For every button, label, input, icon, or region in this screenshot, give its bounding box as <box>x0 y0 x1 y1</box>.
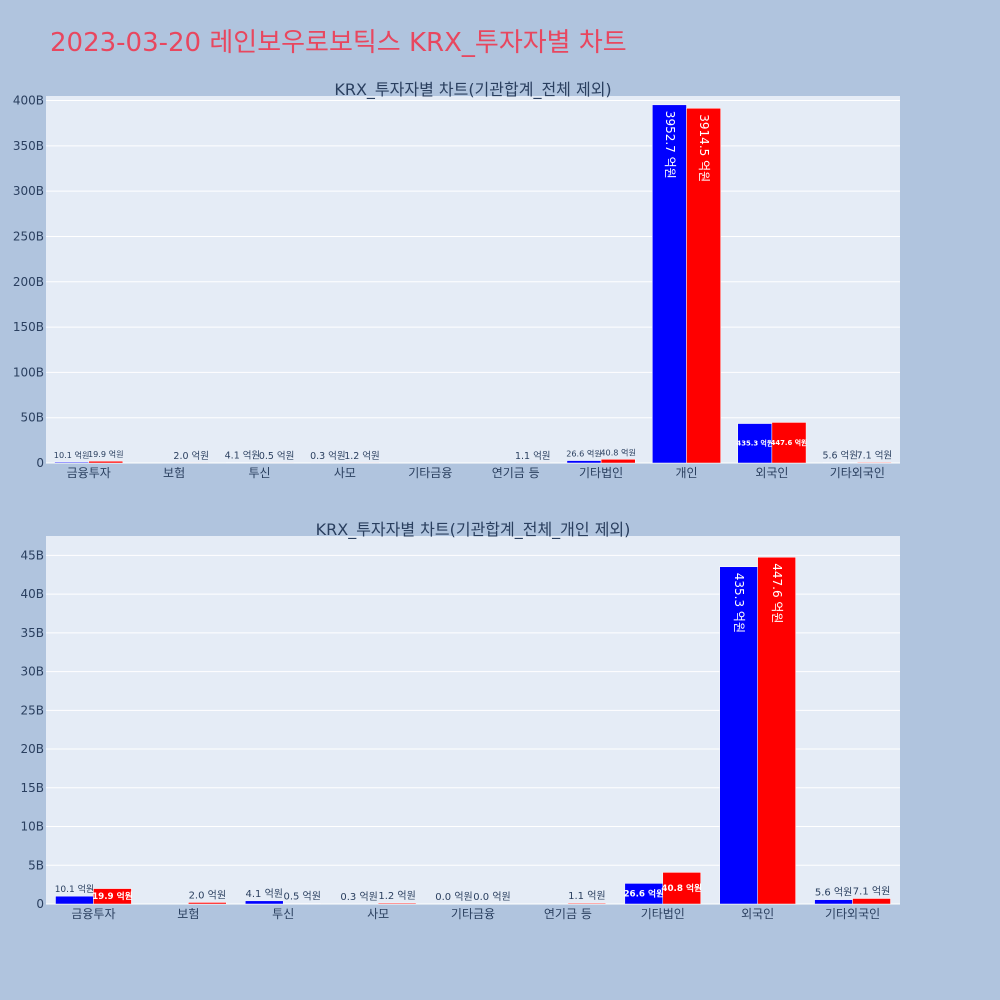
bar <box>88 460 124 464</box>
bar <box>852 898 891 905</box>
y-tick-label: 350B <box>13 139 44 153</box>
data-label: 3952.7 억원 <box>663 111 677 179</box>
chart-title: KRX_투자자별 차트(기관합계_전체_개인 제외) <box>316 520 631 540</box>
bar <box>857 462 892 464</box>
bar <box>686 108 721 464</box>
x-tick-label: 개인 <box>675 466 697 480</box>
data-label: 0.3 억원 <box>340 891 377 903</box>
y-tick-label: 400B <box>13 94 44 108</box>
x-tick-label: 기타금융 <box>451 907 495 921</box>
y-tick-label: 300B <box>13 184 44 198</box>
data-label: 4.1 억원 <box>246 888 283 900</box>
data-label: 0.5 억원 <box>283 891 320 903</box>
x-tick-label: 금융투자 <box>67 466 111 480</box>
data-label: 26.6 억원 <box>566 449 602 459</box>
data-label: 435.3 억원 <box>732 573 746 633</box>
data-label: 1.1 억원 <box>515 450 551 462</box>
data-label: 0.0 억원 <box>435 891 472 903</box>
x-tick-label: 사모 <box>334 466 356 480</box>
y-tick-label: 10B <box>20 820 44 834</box>
y-tick-label: 0 <box>36 897 44 911</box>
data-label: 40.8 억원 <box>600 447 636 457</box>
y-tick-label: 20B <box>20 742 44 756</box>
data-label: 5.6 억원 <box>822 449 858 461</box>
y-tick-label: 150B <box>13 320 44 334</box>
data-label: 1.2 억원 <box>344 450 380 462</box>
data-label: 10.1 억원 <box>54 450 90 460</box>
y-tick-label: 25B <box>20 703 44 717</box>
data-label: 0.5 억원 <box>259 450 295 462</box>
data-label: 19.9 억원 <box>92 890 133 902</box>
data-label: 4.1 억원 <box>225 450 261 462</box>
x-tick-label: 보험 <box>177 907 199 921</box>
x-tick-label: 외국인 <box>741 907 774 921</box>
y-tick-label: 30B <box>20 665 44 679</box>
data-label: 40.8 억원 <box>661 882 702 894</box>
bar <box>814 899 853 905</box>
page-title: 2023-03-20 레인보우로보틱스 KRX_투자자별 차트 <box>50 28 627 58</box>
x-tick-label: 기타외국인 <box>825 907 880 921</box>
y-tick-label: 200B <box>13 275 44 289</box>
y-tick-label: 100B <box>13 365 44 379</box>
bar <box>55 895 94 905</box>
y-tick-label: 35B <box>20 626 44 640</box>
data-label: 1.1 억원 <box>568 890 605 902</box>
x-tick-label: 기타금융 <box>408 466 452 480</box>
x-tick-label: 외국인 <box>755 466 788 480</box>
x-tick-label: 기타법인 <box>579 466 623 480</box>
x-tick-label: 투신 <box>272 907 294 921</box>
data-label: 0.0 억원 <box>473 891 510 903</box>
x-tick-label: 보험 <box>163 466 185 480</box>
bar <box>188 902 227 905</box>
bar <box>93 888 132 905</box>
bar <box>245 900 284 905</box>
data-label: 19.9 억원 <box>88 449 124 459</box>
x-tick-label: 연기금 등 <box>544 907 592 921</box>
plot-area <box>46 96 900 463</box>
bar <box>719 566 758 905</box>
x-tick-label: 투신 <box>248 466 270 480</box>
investor-chart-excl-individual: 0 5B 10B 15B 20B 25B 30B 35B 40B 45B KRX_투자자별 차트(기… <box>20 520 900 921</box>
data-label: 3914.5 억원 <box>697 114 711 182</box>
y-tick-label: 0 <box>36 456 44 470</box>
x-tick-label: 연기금 등 <box>492 466 540 480</box>
x-tick-label: 금융투자 <box>71 907 115 921</box>
data-label: 0.3 억원 <box>310 450 346 462</box>
bar <box>771 422 807 464</box>
data-label: 26.6 억원 <box>623 888 664 900</box>
y-tick-label: 50B <box>20 411 44 425</box>
bar <box>600 459 636 464</box>
data-label: 2.0 억원 <box>173 450 209 462</box>
y-tick-label: 250B <box>13 229 44 243</box>
bar <box>567 902 607 905</box>
data-label: 2.0 억원 <box>189 889 226 901</box>
data-label: 435.3 억원 <box>736 439 773 448</box>
data-label: 7.1 억원 <box>857 449 893 461</box>
y-tick-label: 45B <box>20 548 44 562</box>
bar <box>662 872 701 905</box>
data-label: 447.6 억원 <box>771 438 808 447</box>
investor-chart-all: 0 50B 100B 150B 200B 250B 300B 350B 400B KRX_투자자별… <box>13 80 900 480</box>
data-label: 7.1 억원 <box>853 885 890 897</box>
data-label: 5.6 억원 <box>815 887 852 899</box>
data-label: 447.6 억원 <box>770 563 784 623</box>
data-label: 1.2 억원 <box>378 890 415 902</box>
y-tick-label: 5B <box>28 858 44 872</box>
x-tick-label: 기타외국인 <box>830 466 885 480</box>
bar <box>757 556 796 905</box>
y-tick-label: 40B <box>20 587 44 601</box>
data-label: 10.1 억원 <box>55 883 95 895</box>
y-tick-label: 15B <box>20 781 44 795</box>
x-tick-label: 사모 <box>367 907 389 921</box>
chart-title: KRX_투자자별 차트(기관합계_전체 제외) <box>334 80 611 100</box>
x-tick-label: 기타법인 <box>641 907 685 921</box>
bar <box>652 104 687 464</box>
bar <box>377 902 417 905</box>
bar <box>737 423 773 464</box>
